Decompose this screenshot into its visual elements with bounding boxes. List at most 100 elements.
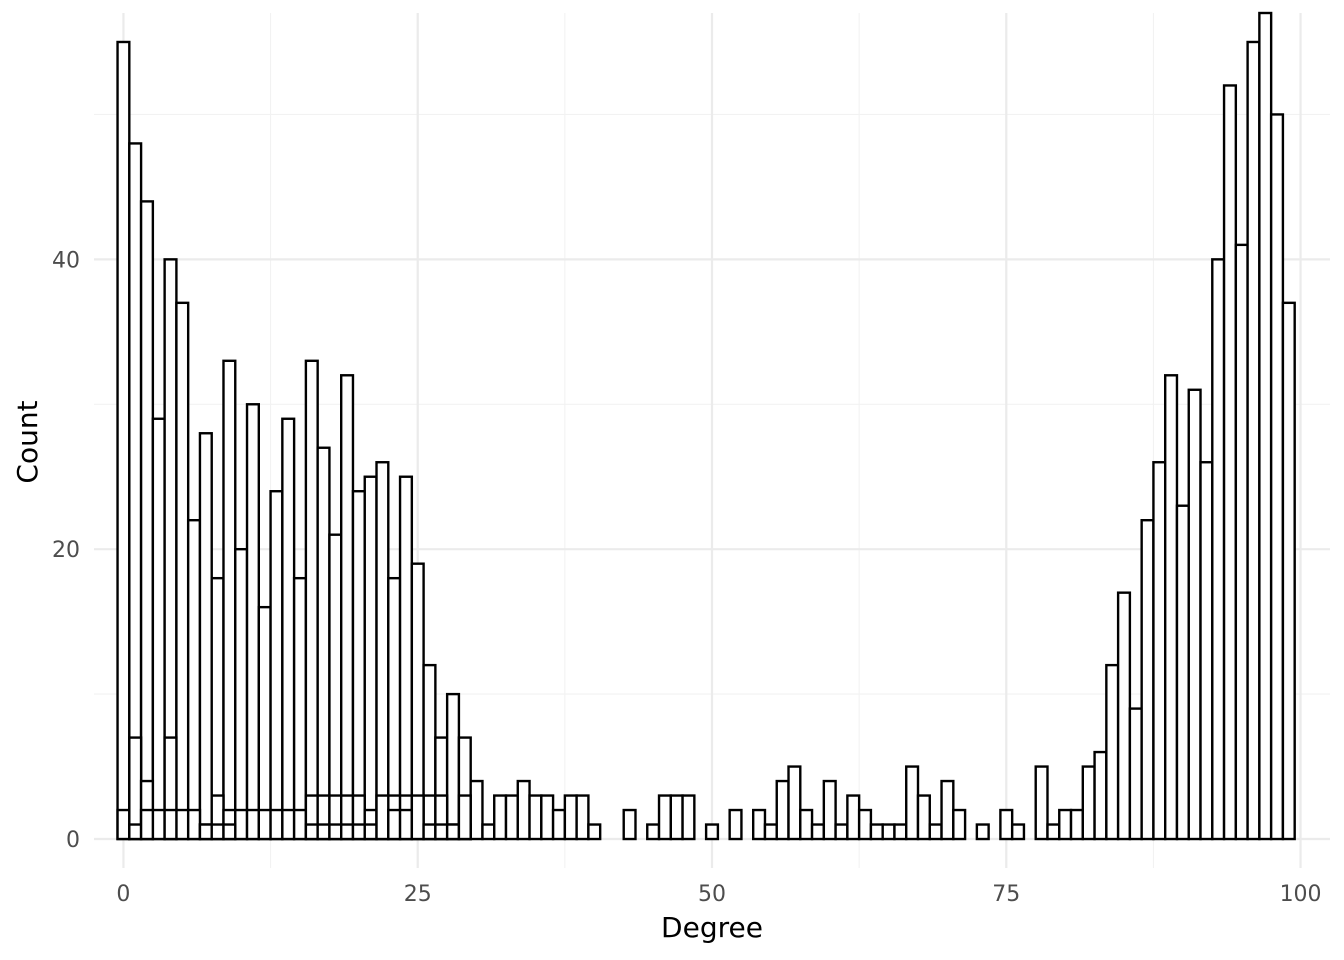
- histogram-bar: [1140, 519, 1155, 841]
- histogram-bar: [1058, 808, 1073, 841]
- histogram-bar: [163, 808, 178, 841]
- histogram-bar: [128, 823, 143, 841]
- histogram-bar: [905, 765, 920, 841]
- histogram-bar: [704, 823, 720, 841]
- histogram-bar: [881, 823, 896, 841]
- histogram-bar: [669, 794, 684, 841]
- histogram-bar: [1093, 750, 1108, 841]
- histogram-bar: [857, 808, 873, 841]
- histogram-bar: [281, 417, 296, 841]
- histogram-bar: [457, 794, 472, 841]
- histogram-bar: [340, 374, 355, 841]
- histogram-bar: [198, 823, 213, 841]
- histogram-bar: [198, 432, 213, 841]
- histogram-bar: [1034, 765, 1049, 841]
- x-tick-label: 75: [992, 882, 1020, 907]
- histogram-bar: [940, 779, 955, 841]
- histogram-bar: [622, 808, 637, 841]
- histogram-bar: [752, 808, 767, 841]
- histogram-bar: [1116, 591, 1132, 841]
- histogram-bar: [328, 533, 343, 841]
- histogram-bar: [563, 794, 578, 841]
- histogram-bar: [210, 823, 225, 841]
- histogram-bar: [469, 779, 484, 841]
- histogram-bar: [281, 808, 296, 841]
- histogram-bar: [551, 808, 567, 841]
- histogram-bar: [504, 794, 519, 841]
- histogram-bar: [445, 692, 461, 841]
- histogram-bar: [398, 808, 414, 841]
- histogram-bar: [257, 605, 272, 841]
- x-axis-title: Degree: [661, 911, 763, 944]
- histogram-bar: [351, 490, 366, 841]
- x-tick-label: 100: [1280, 882, 1322, 907]
- y-tick-label: 20: [52, 538, 80, 563]
- histogram-bar: [316, 446, 331, 841]
- histogram-bar: [1105, 663, 1120, 841]
- histogram-bar: [363, 475, 378, 841]
- histogram-bar: [999, 808, 1014, 841]
- histogram-bar: [1199, 461, 1214, 841]
- histogram-bar: [893, 823, 908, 841]
- x-tick-label: 50: [698, 882, 726, 907]
- histogram-bar: [1269, 113, 1285, 841]
- histogram-bar: [245, 808, 260, 841]
- histogram-bar: [1234, 243, 1249, 841]
- histogram-bar: [445, 823, 461, 841]
- histogram-bar: [787, 765, 802, 841]
- histogram-bar: [1046, 823, 1061, 841]
- histogram-bar: [916, 794, 931, 841]
- histogram-bar: [540, 794, 555, 841]
- histogram-bar: [328, 823, 343, 841]
- histogram-bar: [1152, 461, 1167, 841]
- histogram-bar: [234, 547, 249, 841]
- histogram-bar: [375, 461, 390, 841]
- histogram-bar: [775, 779, 790, 841]
- histogram-bar: [481, 823, 496, 841]
- histogram-bar: [410, 794, 425, 841]
- histogram-bar: [1211, 258, 1226, 841]
- histogram-bar: [1258, 11, 1273, 841]
- histogram-bar: [175, 301, 190, 841]
- histogram-bar: [1081, 765, 1096, 841]
- histogram-bar: [175, 808, 190, 841]
- histogram-bar: [234, 808, 249, 841]
- histogram-bar: [575, 794, 590, 841]
- histogram-bar: [340, 823, 355, 841]
- histogram-bar: [1175, 504, 1190, 841]
- histogram-bar: [363, 823, 378, 841]
- histogram-bar: [387, 808, 402, 841]
- histogram-bar: [316, 823, 331, 841]
- histogram-bars: [116, 11, 1296, 841]
- histogram-bar: [151, 808, 166, 841]
- histogram-bar: [304, 359, 319, 841]
- histogram-bar: [1246, 40, 1261, 841]
- histogram-bar: [822, 779, 837, 841]
- histogram-bar: [257, 808, 272, 841]
- histogram-bar: [928, 823, 943, 841]
- histogram-bar: [681, 794, 696, 841]
- histogram-bar: [1128, 707, 1143, 841]
- histogram-bar: [222, 823, 237, 841]
- histogram-bar: [587, 823, 602, 841]
- y-axis-title: Count: [11, 400, 44, 483]
- histogram-bar: [375, 794, 390, 841]
- histogram-bar: [646, 823, 661, 841]
- histogram-bar: [799, 808, 814, 841]
- histogram-bar: [139, 808, 155, 841]
- histogram-bar: [434, 823, 449, 841]
- histogram-bar: [1187, 388, 1202, 841]
- histogram-bar: [116, 40, 131, 841]
- histogram-bar: [1010, 823, 1026, 841]
- tick-labels: 0 25 50 75 100 0 20 40: [52, 248, 1322, 907]
- histogram-bar: [269, 490, 284, 841]
- histogram-bar: [292, 808, 308, 841]
- histogram-bar: [1222, 84, 1238, 841]
- histogram-bar: [516, 779, 531, 841]
- histogram-bar: [128, 142, 143, 841]
- histogram-bar: [304, 823, 319, 841]
- histogram-bar: [269, 808, 284, 841]
- histogram-bar: [728, 808, 743, 841]
- y-tick-label: 40: [52, 248, 80, 273]
